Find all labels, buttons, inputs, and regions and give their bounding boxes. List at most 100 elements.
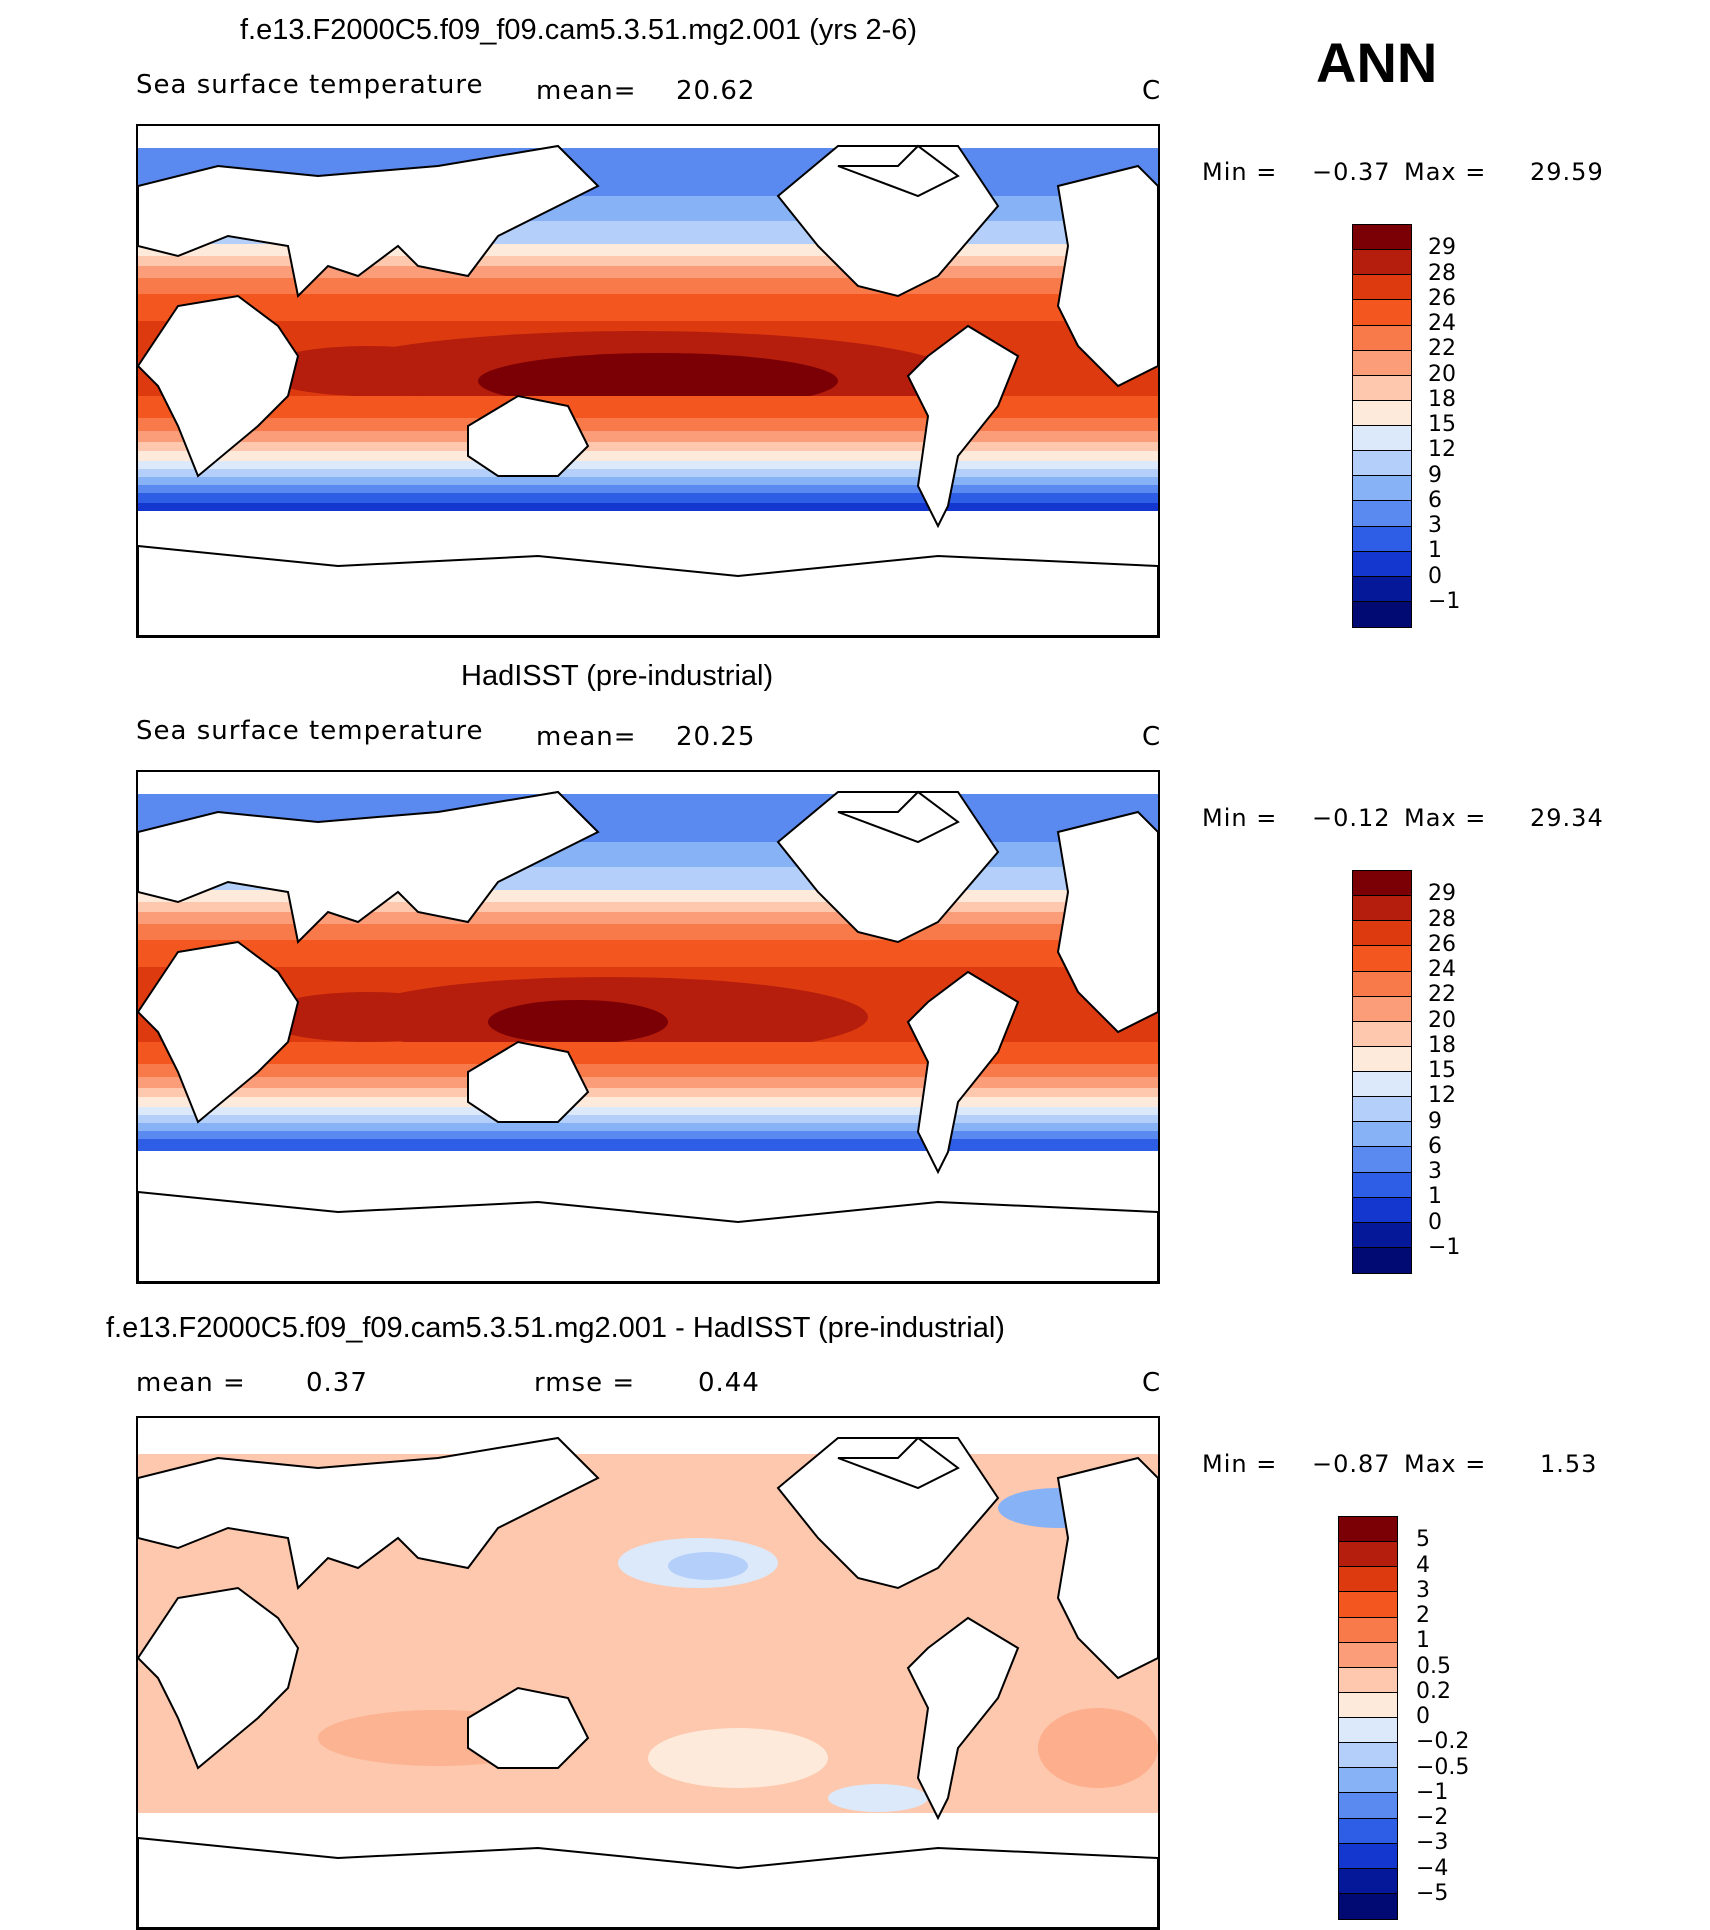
colorbar-swatch: [1353, 871, 1411, 897]
colorbar-swatch: [1353, 350, 1411, 376]
panel1-title: f.e13.F2000C5.f09_f09.cam5.3.51.mg2.001 …: [240, 14, 918, 46]
colorbar-tick-label: 1: [1416, 1628, 1430, 1654]
colorbar-swatch: [1353, 996, 1411, 1022]
colorbar-swatch: [1353, 601, 1411, 627]
panel3-mean-label: mean =: [136, 1368, 246, 1398]
colorbar-swatch: [1353, 400, 1411, 426]
colorbar-tick-label: 0.2: [1416, 1678, 1451, 1704]
colorbar-tick-label: 18: [1428, 1032, 1456, 1058]
colorbar-swatch: [1353, 551, 1411, 577]
colorbar-tick-label: 22: [1428, 982, 1456, 1008]
colorbar-swatch: [1339, 1567, 1397, 1593]
colorbar-swatch: [1353, 896, 1411, 922]
colorbar-swatch: [1339, 1743, 1397, 1769]
colorbar-tick-label: 26: [1428, 931, 1456, 957]
colorbar-swatch: [1339, 1768, 1397, 1794]
colorbar-tick-label: −1: [1428, 588, 1461, 614]
colorbar-tick-label: 3: [1416, 1577, 1430, 1603]
colorbar-swatch: [1353, 1222, 1411, 1248]
panel1-max-label: Max =: [1404, 158, 1487, 186]
panel2-units: C: [1142, 722, 1162, 752]
colorbar-swatch: [1339, 1617, 1397, 1643]
colorbar-swatch: [1353, 1046, 1411, 1072]
panel1-mean-label: mean=: [536, 76, 637, 106]
colorbar-tick-label: −0.5: [1416, 1754, 1470, 1780]
colorbar-tick-label: 4: [1416, 1552, 1430, 1578]
panel1-min-value: −0.37: [1312, 158, 1391, 186]
colorbar-swatch: [1353, 1172, 1411, 1198]
panel2-max-value: 29.34: [1530, 804, 1604, 832]
colorbar-tick-label: 29: [1428, 235, 1456, 261]
panel3-mean-value: 0.37: [306, 1368, 368, 1398]
colorbar-swatch: [1339, 1667, 1397, 1693]
colorbar-swatch: [1339, 1517, 1397, 1543]
panel2-variable-label: Sea surface temperature: [136, 716, 484, 746]
colorbar-tick-label: −0.2: [1416, 1729, 1470, 1755]
colorbar-tick-label: 1: [1428, 538, 1442, 564]
colorbar-tick-label: 9: [1428, 462, 1442, 488]
colorbar-tick-label: 28: [1428, 260, 1456, 286]
panel1-mean-value: 20.62: [676, 76, 756, 106]
panel3-max-label: Max =: [1404, 1450, 1487, 1478]
colorbar-swatch: [1353, 476, 1411, 502]
colorbar-tick-label: 3: [1428, 513, 1442, 538]
panel1-units: C: [1142, 76, 1162, 106]
panel3-rmse-value: 0.44: [698, 1368, 760, 1398]
colorbar-tick-label: 20: [1428, 361, 1456, 387]
colorbar-tick-label: 2: [1416, 1603, 1430, 1628]
colorbar-swatch: [1353, 1197, 1411, 1223]
panel1-min-label: Min =: [1202, 158, 1278, 186]
colorbar-swatch: [1353, 971, 1411, 997]
colorbar-swatch: [1353, 576, 1411, 602]
colorbar-tick-label: −4: [1416, 1855, 1449, 1881]
colorbar-tick-label: 3: [1428, 1159, 1442, 1184]
colorbar-tick-label: 6: [1428, 1133, 1442, 1159]
colorbar-tick-label: 22: [1428, 336, 1456, 362]
colorbar-tick-label: 24: [1428, 957, 1456, 982]
colorbar-swatch: [1353, 325, 1411, 351]
colorbar-swatch: [1353, 1097, 1411, 1123]
colorbar-swatch: [1353, 250, 1411, 276]
colorbar-swatch: [1339, 1542, 1397, 1568]
colorbar-swatch: [1339, 1893, 1397, 1919]
season-label: ANN: [1316, 31, 1438, 94]
colorbar-swatch: [1353, 1147, 1411, 1173]
colorbar-tick-label: 12: [1428, 1083, 1456, 1109]
colorbar-swatch: [1353, 1072, 1411, 1098]
colorbar-swatch: [1353, 1247, 1411, 1273]
colorbar-tick-label: 26: [1428, 285, 1456, 311]
colorbar-tick-label: 15: [1428, 1058, 1456, 1083]
colorbar-tick-label: 1: [1428, 1184, 1442, 1210]
panel1-colorbar: [1352, 224, 1412, 628]
colorbar-swatch: [1353, 1021, 1411, 1047]
panel3-colorbar: [1338, 1516, 1398, 1920]
colorbar-swatch: [1353, 451, 1411, 477]
panel2-max-label: Max =: [1404, 804, 1487, 832]
colorbar-tick-label: 20: [1428, 1007, 1456, 1033]
panel2-mean-value: 20.25: [676, 722, 756, 752]
panel1-map: [136, 124, 1160, 638]
colorbar-swatch: [1353, 225, 1411, 251]
colorbar-swatch: [1339, 1818, 1397, 1844]
colorbar-tick-label: −2: [1416, 1805, 1449, 1830]
colorbar-swatch: [1353, 275, 1411, 301]
colorbar-tick-label: 0: [1416, 1704, 1430, 1729]
colorbar-tick-label: 0: [1428, 1209, 1442, 1235]
panel2-min-label: Min =: [1202, 804, 1278, 832]
colorbar-tick-label: −1: [1416, 1779, 1449, 1805]
colorbar-swatch: [1353, 526, 1411, 552]
colorbar-tick-label: 28: [1428, 906, 1456, 932]
colorbar-tick-label: −3: [1416, 1830, 1449, 1856]
panel2-title: HadISST (pre-industrial): [461, 660, 774, 692]
colorbar-tick-label: 15: [1428, 412, 1456, 437]
panel2-map: [136, 770, 1160, 1284]
colorbar-tick-label: −5: [1416, 1880, 1449, 1906]
colorbar-swatch: [1339, 1592, 1397, 1618]
panel1-variable-label: Sea surface temperature: [136, 70, 484, 100]
colorbar-swatch: [1339, 1642, 1397, 1668]
colorbar-swatch: [1339, 1692, 1397, 1718]
colorbar-tick-label: 24: [1428, 311, 1456, 336]
panel3-units: C: [1142, 1368, 1162, 1398]
panel3-colorbar-labels: 5 4 3 2 1 0.5 0.2 0 −0.2 −0.5 −1 −2 −3 −4 −5: [1416, 1516, 1486, 1920]
panel2-mean-label: mean=: [536, 722, 637, 752]
